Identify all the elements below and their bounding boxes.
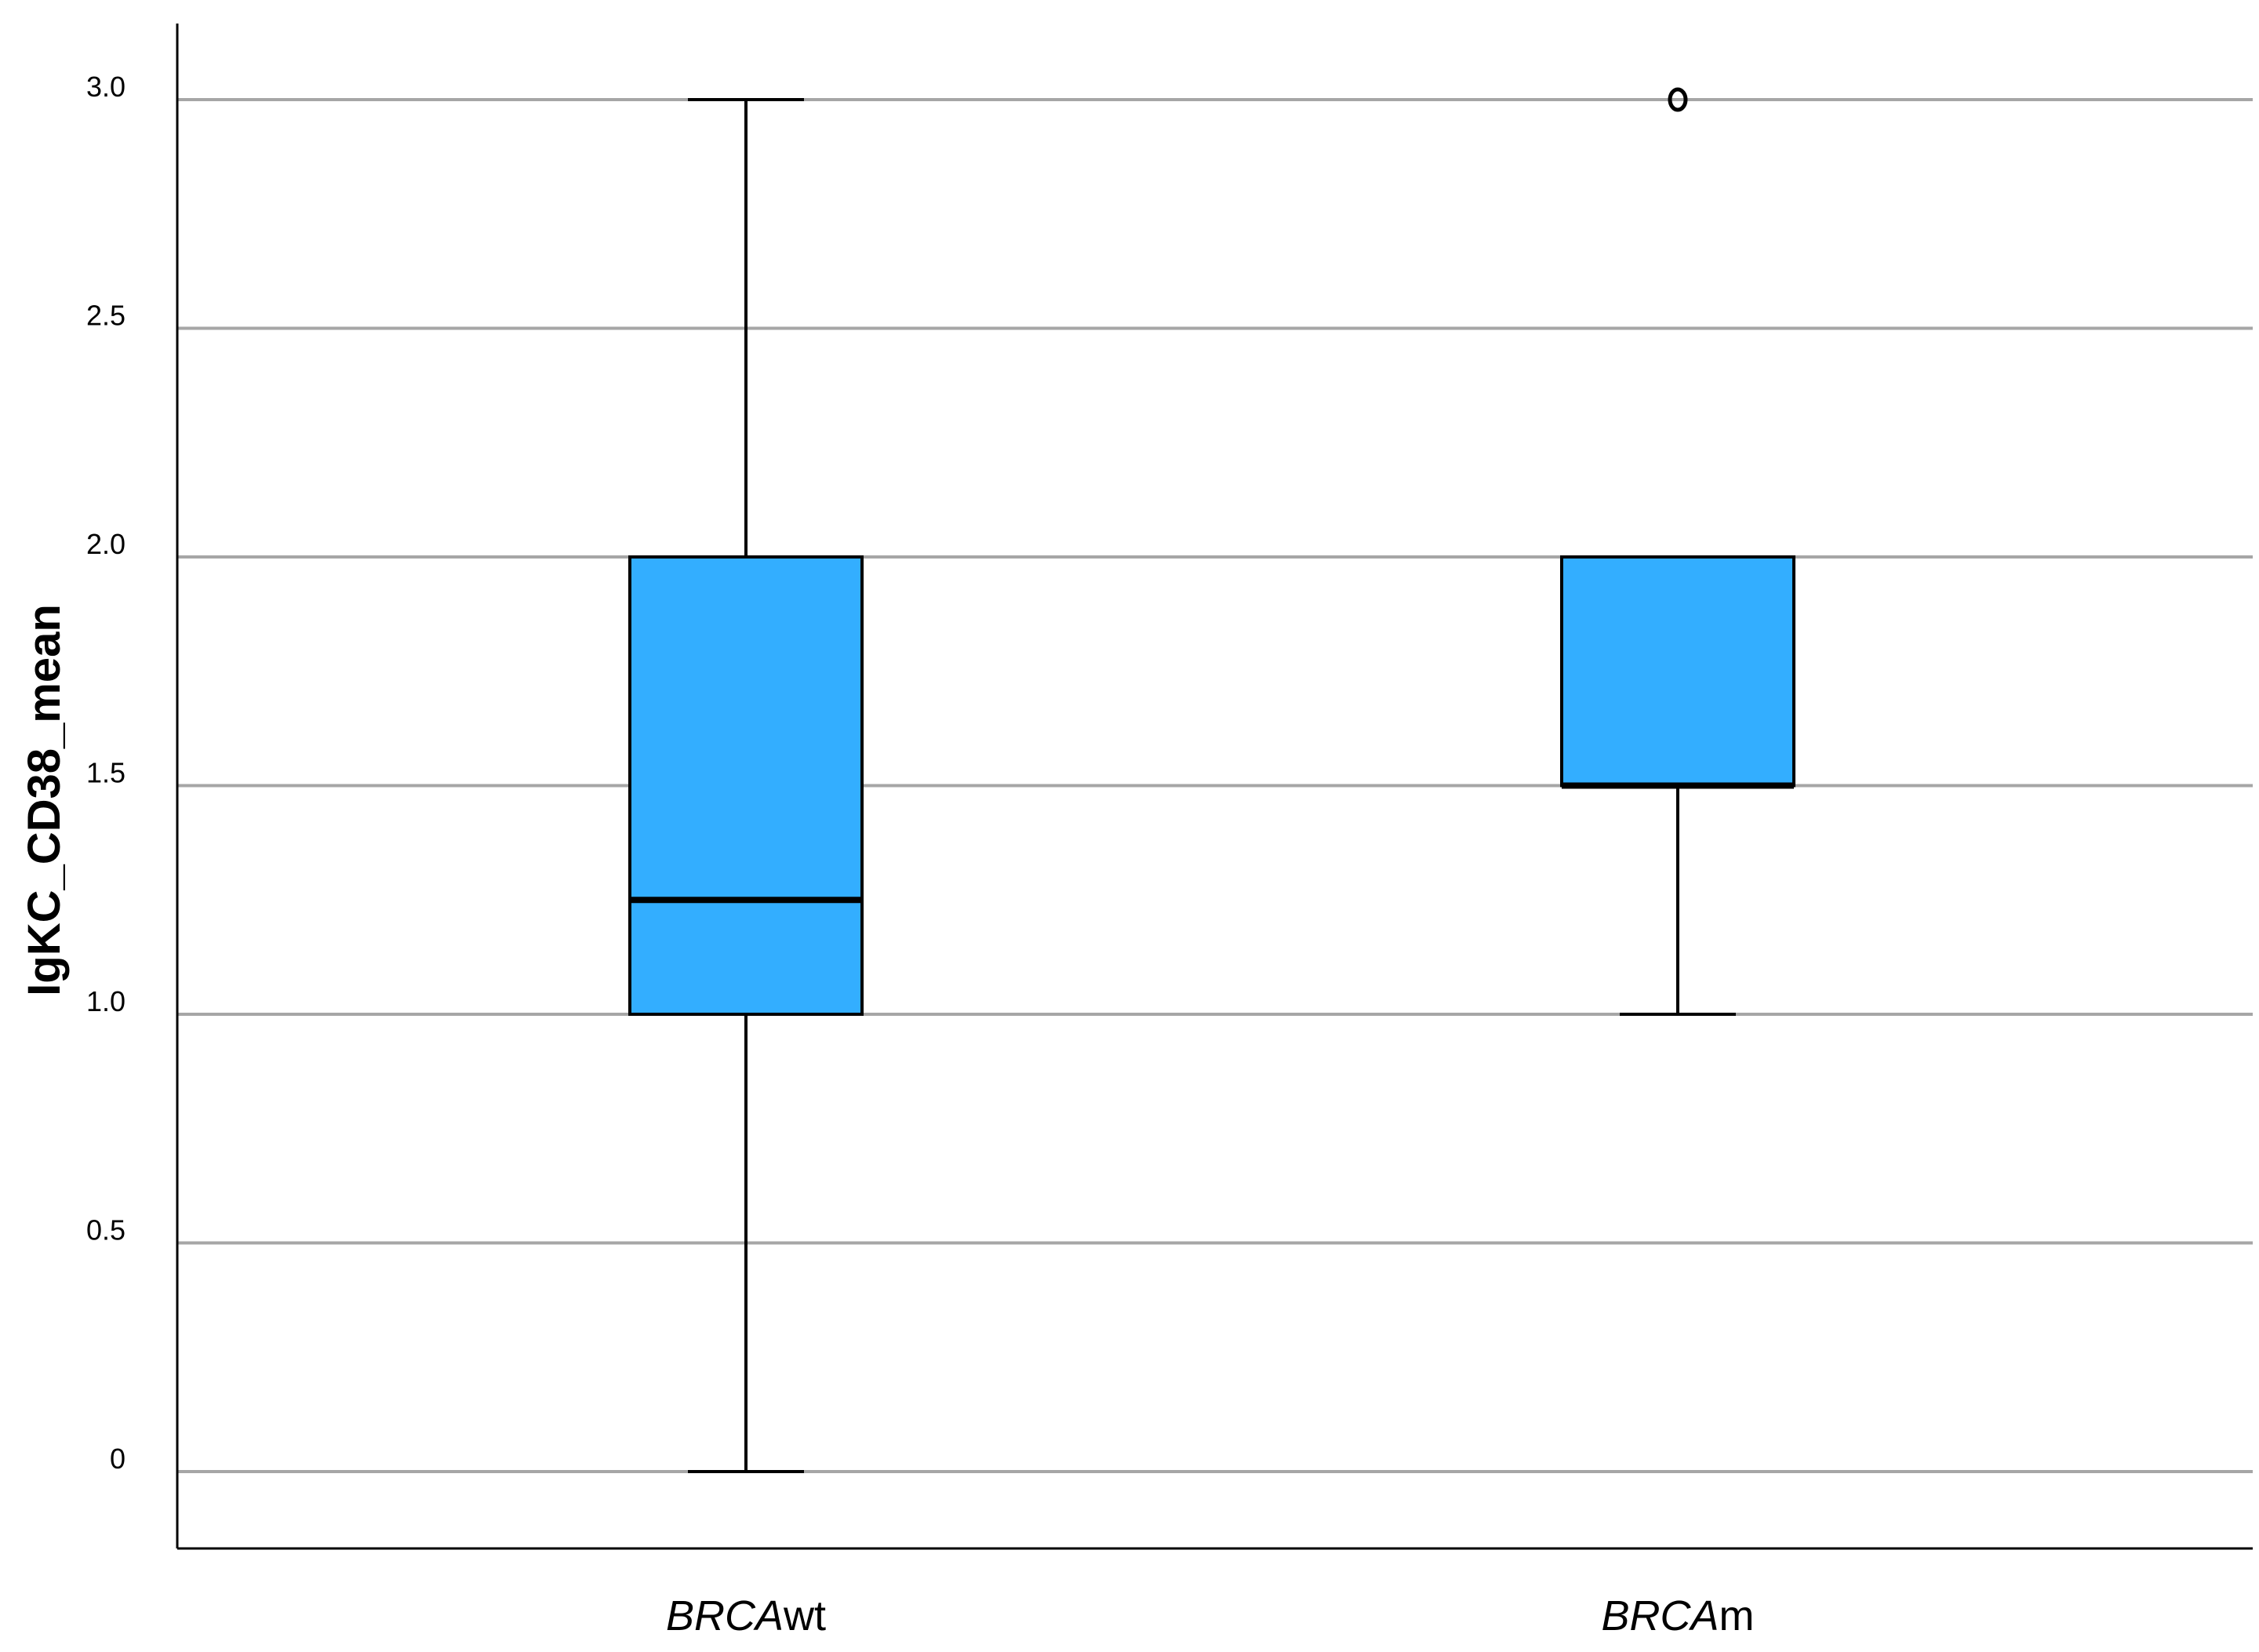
y-tick-label: 2.0 (86, 528, 126, 560)
y-tick-label: 0.5 (86, 1214, 126, 1246)
category-label-italic: BRCA (1601, 1592, 1719, 1639)
category-label-italic: BRCA (666, 1592, 784, 1639)
boxes (628, 87, 1795, 1473)
category-label: BRCAm (1601, 1592, 1754, 1639)
category-label-suffix: m (1719, 1592, 1755, 1639)
y-tick-label: 0 (110, 1443, 126, 1475)
y-axis-title: IgKC_CD38_mean (19, 604, 70, 996)
y-tick-label: 1.0 (86, 985, 126, 1017)
y-tick-labels: 0 0.5 1.0 1.5 2.0 2.5 3.0 (86, 71, 126, 1475)
outlier-point (1668, 87, 1688, 112)
category-label: BRCAwt (666, 1592, 826, 1639)
box-group (1560, 87, 1795, 1016)
iqr-box (628, 555, 864, 1016)
category-label-suffix: wt (783, 1592, 826, 1639)
box-group (628, 98, 864, 1473)
y-tick-label: 1.5 (86, 757, 126, 789)
y-tick-label: 2.5 (86, 300, 126, 332)
gridlines (177, 98, 2253, 1473)
iqr-box (1560, 555, 1795, 788)
category-labels: BRCAwt BRCAm (666, 1592, 1755, 1639)
axes (176, 24, 2253, 1550)
y-tick-label: 3.0 (86, 71, 126, 103)
